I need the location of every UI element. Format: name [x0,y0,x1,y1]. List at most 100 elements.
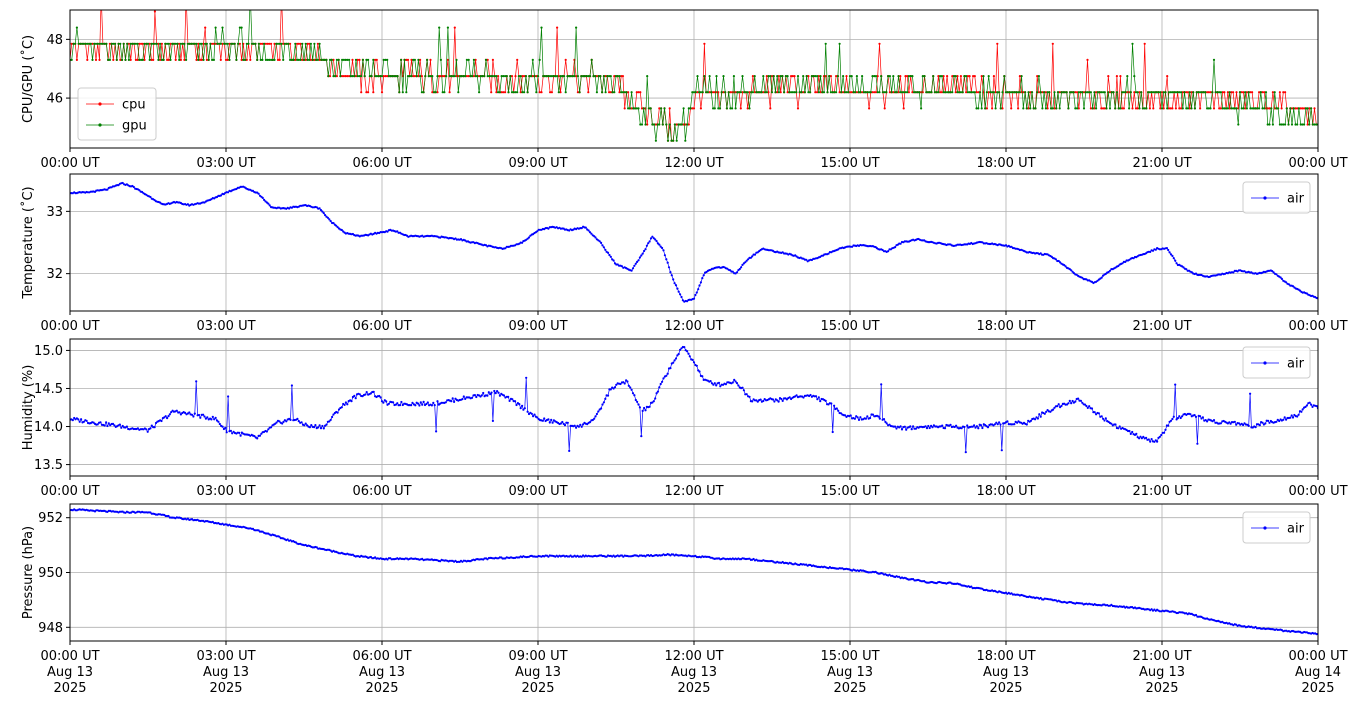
data-point [331,415,334,419]
data-point [523,407,526,410]
data-point [1223,91,1226,94]
data-point [270,426,273,429]
data-point [609,75,612,78]
data-point [630,107,633,110]
x-tick-label: Aug 13 [359,665,405,680]
data-point [486,75,489,78]
data-point [1107,91,1110,94]
data-point [623,382,626,385]
plot-area [70,345,1318,454]
data-point [1270,107,1273,110]
data-point [282,42,285,45]
data-point [452,75,455,78]
data-point [864,91,867,94]
data-point [530,75,533,78]
data-point [541,419,545,422]
data-point [783,91,786,94]
data-point [337,408,341,411]
data-point [1140,437,1143,440]
data-point [521,404,524,407]
data-point [1036,417,1039,420]
data-point [666,139,670,142]
data-point [1077,397,1080,400]
data-point [480,394,483,397]
data-point [831,430,834,434]
data-point [595,412,599,416]
data-point [121,181,124,185]
data-point [438,26,441,29]
data-point [1303,107,1306,110]
data-point [772,75,775,78]
data-point [94,42,98,45]
data-point [790,91,793,94]
data-point [160,42,163,45]
data-point [185,58,188,62]
data-point [1081,401,1084,404]
data-point [767,91,770,94]
data-point [824,399,827,402]
data-point [1271,91,1274,94]
data-point [821,91,824,94]
data-point [192,415,195,418]
data-point [590,232,593,235]
data-point [869,416,872,420]
data-point [939,91,942,94]
data-point [653,123,656,126]
legend-box [77,87,157,141]
data-point [903,425,906,428]
data-point [583,75,586,78]
data-point [608,253,611,257]
data-point [1199,107,1202,110]
data-point [375,75,378,78]
data-point [609,388,612,391]
data-point [705,91,708,94]
data-point [346,75,349,78]
data-point [1199,91,1202,94]
data-point [374,75,377,78]
data-point [496,390,499,393]
data-point [92,421,95,424]
data-point [1194,613,1198,617]
data-point [517,75,521,78]
data-point [701,277,704,280]
data-point [1086,58,1089,62]
data-point [448,75,451,78]
data-point [508,399,511,402]
data-point [764,91,767,94]
data-point [522,408,525,411]
data-point [336,226,339,229]
data-point [1141,107,1144,110]
data-point [149,195,152,199]
data-point [519,91,522,94]
data-point [675,123,678,126]
data-point [171,42,174,45]
data-point [1093,411,1096,414]
data-point [894,425,897,428]
data-point [1271,270,1274,273]
data-point [1136,107,1139,110]
data-point [1280,123,1283,126]
data-point [844,414,847,417]
data-point [633,264,636,267]
data-point [303,424,306,427]
data-point [1051,42,1054,45]
data-point [519,407,522,410]
data-point [210,418,213,421]
data-point [227,191,230,194]
data-point [325,423,328,426]
data-point [306,58,309,62]
data-point [551,421,554,424]
data-point [213,418,216,421]
data-point [77,42,80,45]
data-point [419,58,422,62]
data-point [108,42,111,45]
data-point [415,75,418,78]
data-point [604,397,607,400]
data-point [420,91,423,94]
data-point [514,400,517,403]
data-point [330,58,333,62]
data-point [751,255,754,258]
data-point [441,91,444,94]
data-point [630,91,633,94]
data-point [159,42,162,45]
